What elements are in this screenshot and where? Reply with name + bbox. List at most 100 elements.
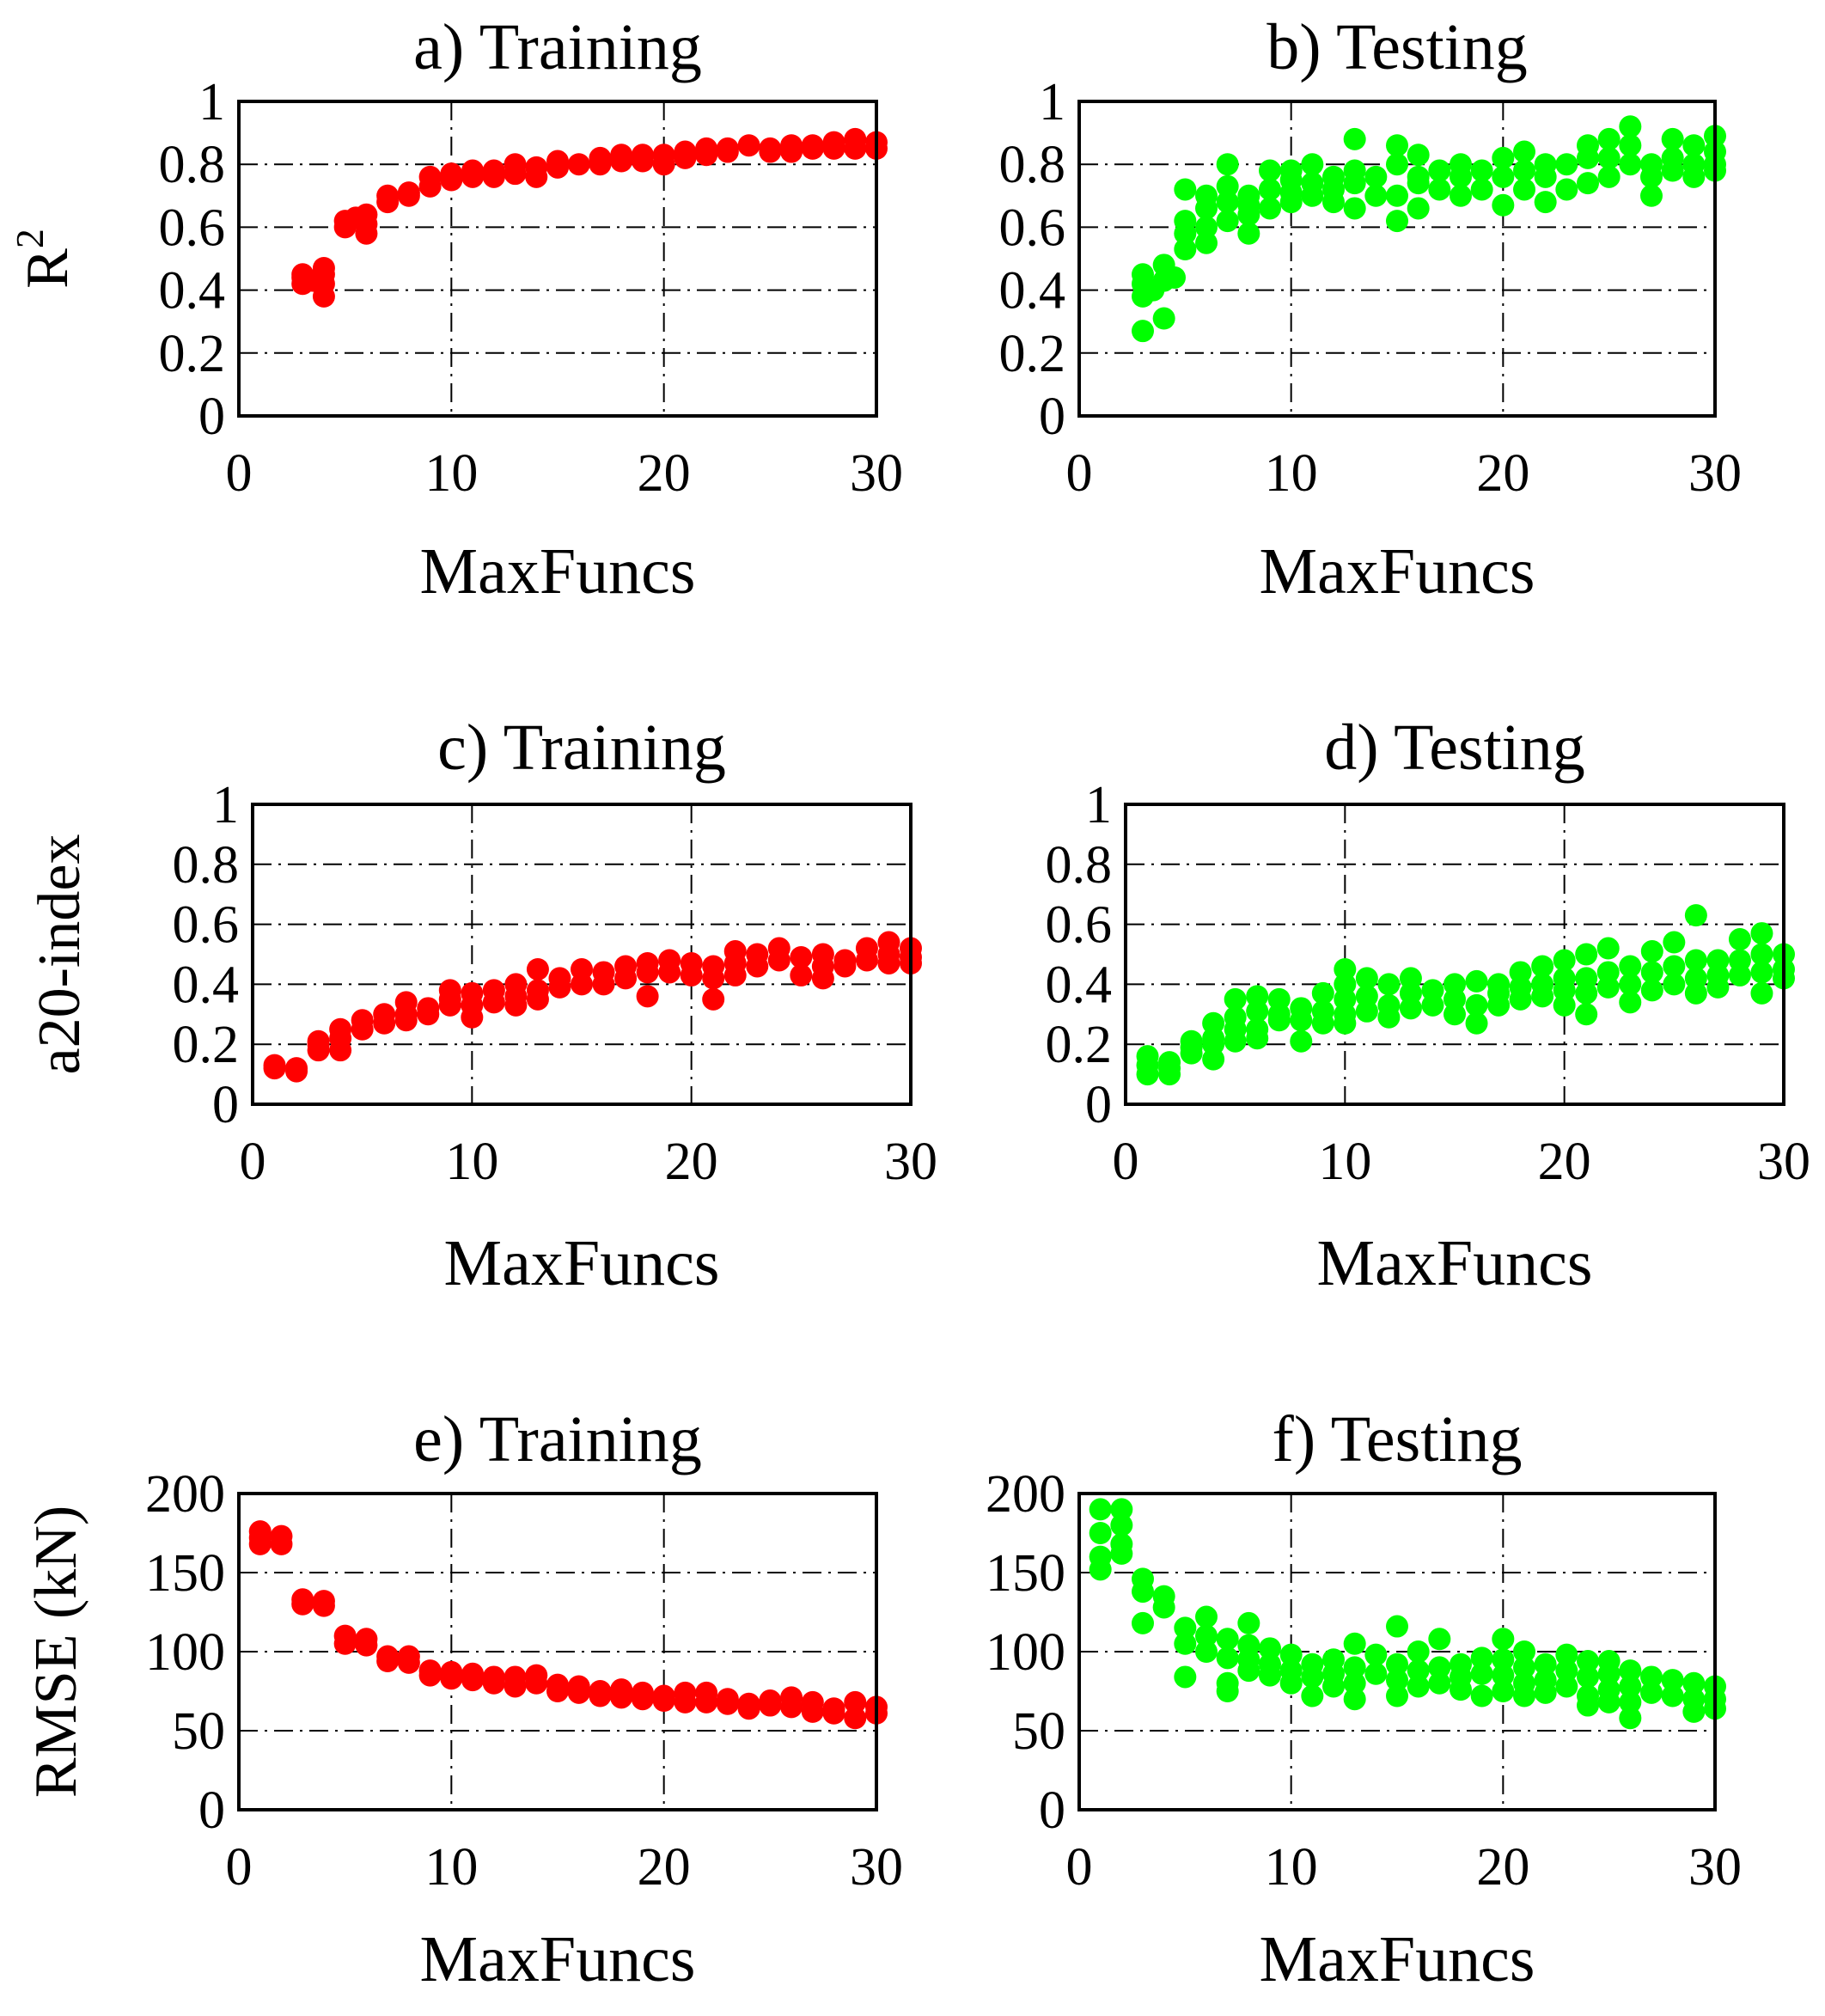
data-point	[248, 1526, 272, 1549]
data-point	[1444, 1003, 1466, 1026]
y-tick-label: 0.6	[1046, 896, 1113, 955]
data-point	[1640, 184, 1663, 207]
x-tick-label: 30	[850, 1838, 903, 1897]
data-point	[1174, 210, 1197, 233]
chart-title: b) Testing	[1267, 11, 1528, 83]
data-point	[1216, 210, 1239, 233]
data-point	[1343, 127, 1366, 150]
x-tick-label: 0	[226, 1838, 253, 1897]
data-point	[1513, 1684, 1535, 1707]
data-point	[1322, 1675, 1345, 1698]
data-point	[1661, 127, 1684, 150]
data-point	[767, 949, 790, 972]
data-point	[1343, 172, 1366, 195]
data-point	[1428, 1628, 1451, 1651]
data-point	[1322, 178, 1345, 201]
data-point	[636, 961, 659, 984]
x-tick-label: 30	[884, 1133, 937, 1191]
y-tick-label: 200	[145, 1465, 225, 1524]
data-point	[1301, 172, 1324, 195]
data-point	[1555, 153, 1578, 176]
data-point	[1259, 178, 1281, 201]
x-tick-label: 0	[1113, 1133, 1139, 1191]
data-point	[674, 146, 697, 169]
data-point	[1152, 1596, 1175, 1619]
data-point	[1577, 172, 1599, 195]
data-point	[631, 1688, 654, 1711]
data-point	[801, 1700, 824, 1723]
data-point	[1237, 184, 1260, 207]
y-tick-label: 1	[212, 776, 239, 834]
data-point	[1237, 222, 1260, 245]
data-point	[1195, 1624, 1218, 1647]
data-point	[307, 1029, 330, 1053]
data-point	[1531, 955, 1554, 978]
plot-frame	[1077, 100, 1717, 418]
data-point	[1513, 140, 1535, 163]
data-point	[461, 1669, 485, 1692]
x-axis-label: MaxFuncs	[420, 1923, 696, 1995]
data-point	[1386, 210, 1408, 233]
x-axis-label: MaxFuncs	[444, 1227, 720, 1299]
y-tick-label: 0.4	[999, 262, 1066, 321]
data-point	[333, 1632, 357, 1655]
y-tick-label: 0.8	[159, 136, 226, 194]
data-point	[1661, 1669, 1684, 1692]
data-point	[1555, 178, 1578, 201]
data-point	[1279, 159, 1303, 182]
data-point	[1136, 1054, 1159, 1077]
data-point	[1513, 1640, 1535, 1663]
data-point	[1750, 961, 1773, 984]
data-point	[1450, 184, 1472, 207]
plot-frame	[1124, 803, 1785, 1106]
data-point	[674, 1690, 697, 1714]
data-point	[1534, 191, 1557, 214]
data-point	[526, 957, 549, 981]
data-point	[546, 1680, 569, 1702]
data-point	[1180, 1035, 1203, 1059]
x-tick-label: 10	[1318, 1133, 1371, 1191]
data-point	[525, 1671, 548, 1695]
data-point	[822, 1701, 845, 1725]
data-point	[1465, 1011, 1488, 1035]
data-point	[1640, 961, 1663, 984]
data-point	[1555, 1675, 1578, 1698]
data-point	[1174, 1632, 1197, 1655]
data-point	[1237, 1611, 1260, 1634]
data-point	[1509, 987, 1532, 1011]
data-point	[504, 162, 527, 186]
data-point	[1575, 1003, 1598, 1026]
data-point	[1597, 1690, 1621, 1714]
chart-panel-c: 00.20.40.60.810 10 20 30c) TrainingMaxFuncs…	[27, 712, 937, 1299]
data-point	[1450, 1678, 1472, 1701]
data-point	[1487, 993, 1511, 1017]
data-point	[1301, 153, 1324, 176]
data-point	[1470, 1684, 1493, 1707]
data-point	[1682, 1700, 1706, 1723]
data-point	[1684, 904, 1707, 927]
y-axis-label: RMSE (kN)	[23, 1506, 89, 1798]
data-point	[1290, 1029, 1313, 1053]
data-point	[394, 1009, 418, 1032]
y-tick-label: 0.8	[173, 836, 240, 895]
data-point	[1640, 1665, 1663, 1689]
data-point	[1216, 191, 1239, 214]
data-point	[1531, 985, 1554, 1008]
y-tick-label: 0	[198, 1781, 225, 1840]
data-point	[1355, 967, 1378, 990]
data-point	[1364, 1662, 1388, 1685]
data-point	[504, 993, 528, 1017]
data-point	[1301, 1665, 1324, 1689]
data-point	[1377, 973, 1401, 996]
x-tick-label: 20	[638, 444, 691, 503]
data-point	[1364, 184, 1388, 207]
data-point	[1110, 1542, 1133, 1565]
data-point	[1311, 1011, 1334, 1035]
data-point	[1534, 1653, 1557, 1676]
data-point	[285, 1060, 308, 1083]
data-point	[1237, 203, 1260, 226]
data-point	[312, 263, 335, 286]
data-point	[614, 967, 638, 990]
y-tick-label: 150	[145, 1544, 225, 1603]
